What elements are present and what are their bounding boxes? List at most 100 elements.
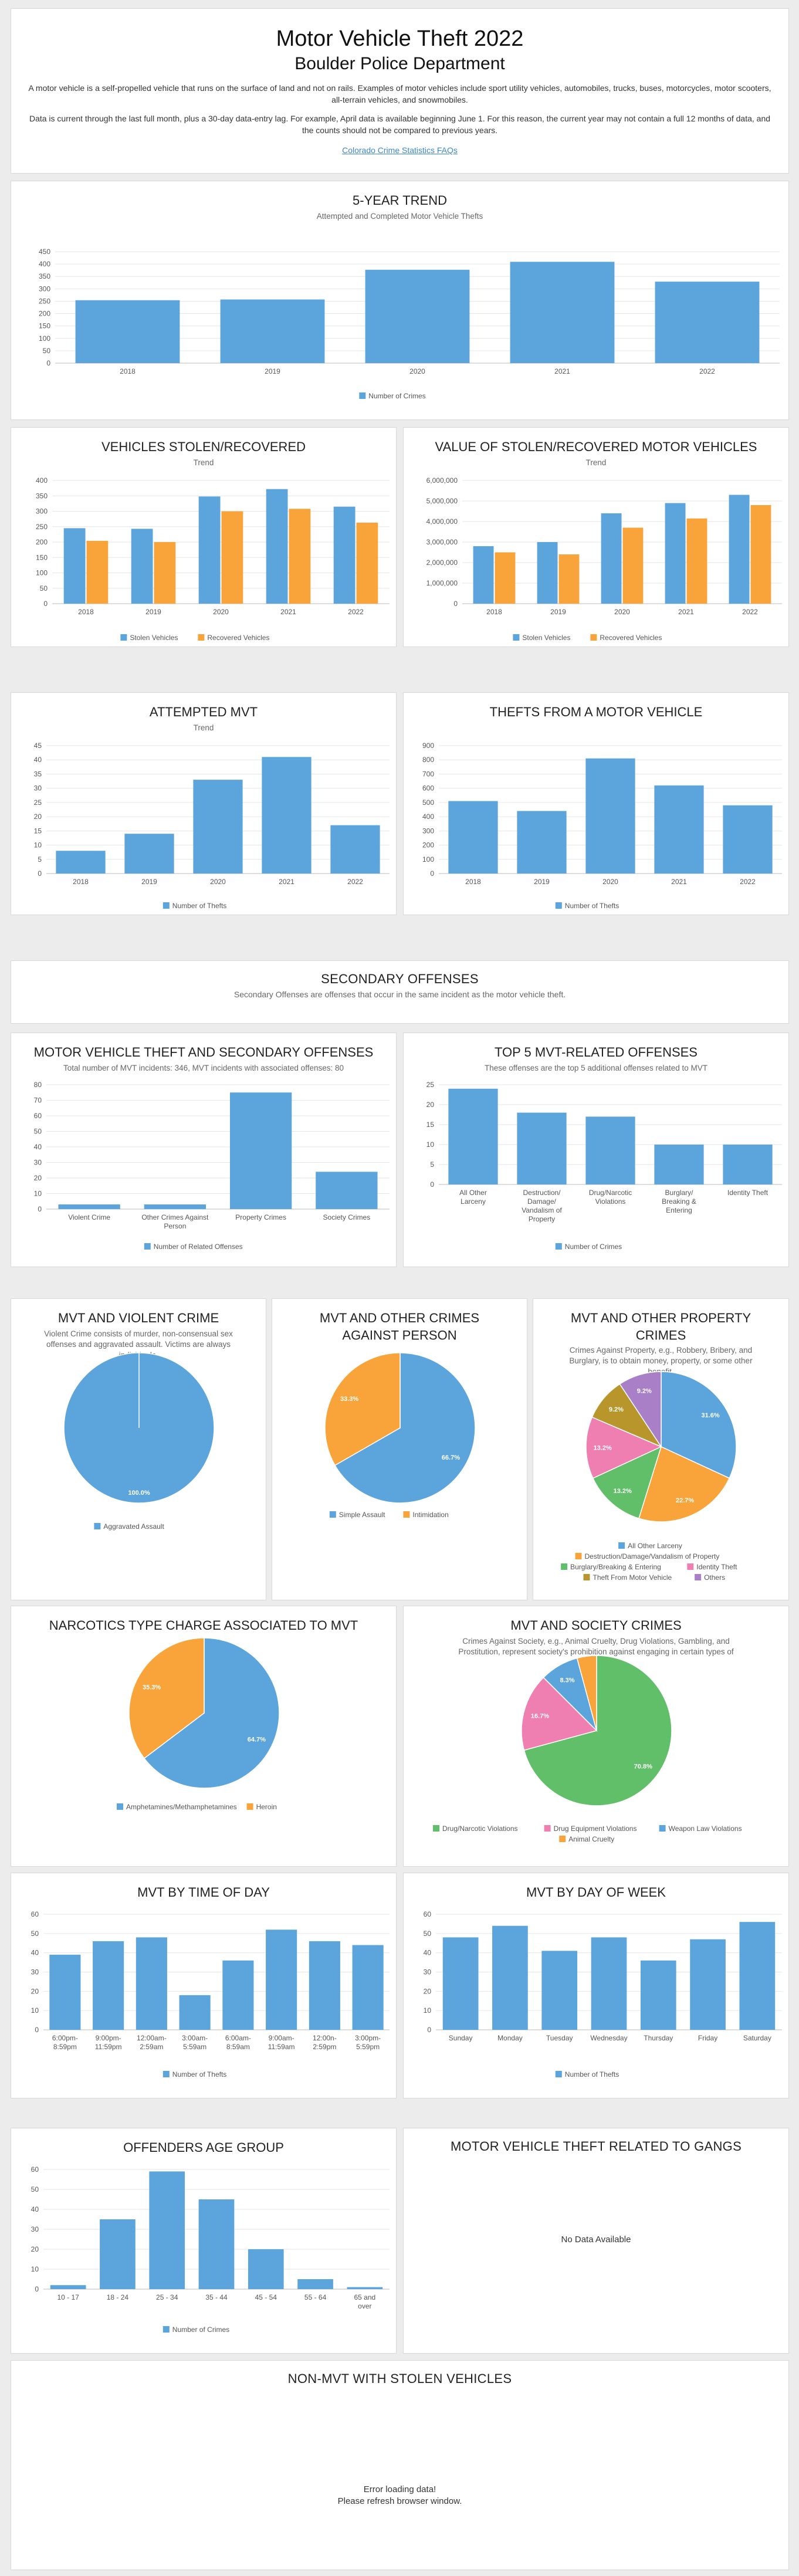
pie-slice-amphetamines-methamphetamines[interactable]: [143, 1637, 280, 1789]
bar-recovered-vehicles-4[interactable]: [750, 505, 771, 604]
bar-number-of-thefts-1[interactable]: [124, 834, 174, 874]
bar-number-of-thefts-0[interactable]: [49, 1954, 81, 2030]
bar-number-of-thefts-1[interactable]: [517, 811, 567, 874]
bar-number-of-thefts-7[interactable]: [352, 1945, 384, 2030]
bar-recovered-vehicles-4[interactable]: [356, 522, 378, 604]
legend-item-aggravated-assault[interactable]: Aggravated Assault: [103, 1522, 164, 1531]
bar-number-of-thefts-3[interactable]: [654, 785, 704, 874]
legend-item-all-other-larceny[interactable]: All Other Larceny: [628, 1542, 682, 1550]
bar-recovered-vehicles-3[interactable]: [686, 518, 707, 604]
bar-number-of-crimes-1[interactable]: [100, 2219, 136, 2289]
bar-stolen-vehicles-0[interactable]: [473, 546, 494, 604]
pie-slice-intimidation[interactable]: [324, 1352, 401, 1466]
bar-stolen-vehicles-4[interactable]: [729, 495, 750, 604]
legend-item-identity-theft[interactable]: Identity Theft: [696, 1563, 737, 1571]
legend-item-weapon-law-violations[interactable]: Weapon Law Violations: [669, 1824, 742, 1833]
legend-item-drug-equipment-violations[interactable]: Drug Equipment Violations: [554, 1824, 637, 1833]
legend-item-number-of-thefts[interactable]: Number of Thefts: [172, 2070, 226, 2079]
bar-number-of-crimes-4[interactable]: [655, 282, 760, 363]
bar-recovered-vehicles-0[interactable]: [495, 552, 516, 604]
bar-stolen-vehicles-1[interactable]: [131, 529, 153, 604]
bar-number-of-thefts-2[interactable]: [585, 758, 635, 874]
bar-number-of-thefts-0[interactable]: [448, 801, 498, 874]
bar-number-of-thefts-6[interactable]: [739, 1922, 776, 2030]
legend-item-number-of-thefts[interactable]: Number of Thefts: [172, 902, 226, 910]
bar-number-of-thefts-0[interactable]: [442, 1937, 479, 2030]
bar-stolen-vehicles-2[interactable]: [601, 513, 622, 604]
bar-recovered-vehicles-2[interactable]: [622, 527, 644, 604]
bar-number-of-crimes-0[interactable]: [75, 300, 180, 363]
bar-stolen-vehicles-4[interactable]: [333, 506, 356, 604]
bar-number-of-related-offenses-1[interactable]: [144, 1204, 206, 1209]
bar-number-of-crimes-4[interactable]: [723, 1145, 773, 1184]
bar-recovered-vehicles-1[interactable]: [558, 554, 580, 604]
bar-number-of-crimes-1[interactable]: [517, 1112, 567, 1184]
bar-number-of-crimes-1[interactable]: [220, 299, 325, 363]
legend-item-stolen-vehicles[interactable]: Stolen Vehicles: [130, 634, 178, 642]
legend-item-number-of-thefts[interactable]: Number of Thefts: [565, 2070, 619, 2079]
bar-number-of-crimes-2[interactable]: [365, 269, 470, 363]
bar-number-of-thefts-2[interactable]: [541, 1951, 578, 2030]
pie-slice-heroin[interactable]: [128, 1637, 205, 1759]
pie-slice-animal-cruelty[interactable]: [576, 1655, 597, 1731]
bar-number-of-crimes-3[interactable]: [510, 262, 615, 363]
bar-stolen-vehicles-1[interactable]: [537, 542, 558, 604]
bar-number-of-thefts-4[interactable]: [640, 1960, 676, 2030]
bar-number-of-thefts-2[interactable]: [136, 1937, 167, 2030]
pie-slice-simple-assault[interactable]: [334, 1352, 476, 1504]
legend-item-destruction-damage-vandalism-of-property[interactable]: Destruction/Damage/Vandalism of Property: [585, 1552, 720, 1561]
bar-number-of-thefts-4[interactable]: [222, 1960, 254, 2030]
legend-item-simple-assault[interactable]: Simple Assault: [339, 1511, 385, 1519]
bar-number-of-thefts-3[interactable]: [591, 1937, 627, 2030]
legend-item-burglary-breaking-entering[interactable]: Burglary/Breaking & Entering: [570, 1563, 661, 1571]
legend-item-others[interactable]: Others: [704, 1573, 725, 1582]
pie-slice-others[interactable]: [619, 1371, 662, 1448]
bar-number-of-crimes-0[interactable]: [50, 2285, 86, 2289]
bar-stolen-vehicles-3[interactable]: [665, 503, 686, 604]
bar-number-of-crimes-2[interactable]: [585, 1116, 635, 1184]
bar-number-of-thefts-4[interactable]: [330, 825, 380, 874]
bar-number-of-thefts-3[interactable]: [179, 1995, 211, 2030]
pie-slice-identity-theft[interactable]: [585, 1416, 662, 1479]
faq-link[interactable]: Colorado Crime Statistics FAQs: [342, 145, 458, 155]
bar-number-of-crimes-3[interactable]: [198, 2199, 235, 2289]
bar-recovered-vehicles-0[interactable]: [86, 540, 109, 604]
legend-item-number-of-crimes[interactable]: Number of Crimes: [172, 2325, 229, 2334]
legend-item-stolen-vehicles[interactable]: Stolen Vehicles: [522, 634, 570, 642]
bar-recovered-vehicles-3[interactable]: [289, 509, 311, 604]
bar-number-of-thefts-5[interactable]: [266, 1930, 297, 2030]
bar-number-of-thefts-5[interactable]: [690, 1939, 726, 2030]
bar-number-of-related-offenses-0[interactable]: [58, 1204, 120, 1209]
bar-number-of-crimes-6[interactable]: [347, 2287, 383, 2289]
legend-item-recovered-vehicles[interactable]: Recovered Vehicles: [600, 634, 662, 642]
bar-number-of-crimes-0[interactable]: [448, 1088, 498, 1184]
bar-recovered-vehicles-1[interactable]: [154, 542, 176, 604]
legend-item-amphetamines-methamphetamines[interactable]: Amphetamines/Methamphetamines: [126, 1803, 237, 1811]
bar-stolen-vehicles-3[interactable]: [266, 489, 288, 604]
bar-number-of-thefts-2[interactable]: [193, 780, 243, 874]
bar-number-of-thefts-1[interactable]: [492, 1925, 528, 2030]
bar-number-of-crimes-5[interactable]: [297, 2279, 333, 2289]
legend-item-number-of-crimes[interactable]: Number of Crimes: [368, 392, 425, 400]
legend-item-theft-from-motor-vehicle[interactable]: Theft From Motor Vehicle: [593, 1573, 672, 1582]
pie-slice-drug-equipment-violations[interactable]: [521, 1677, 598, 1751]
bar-number-of-thefts-4[interactable]: [723, 805, 773, 874]
legend-item-number-of-thefts[interactable]: Number of Thefts: [565, 902, 619, 910]
legend-item-heroin[interactable]: Heroin: [256, 1803, 277, 1811]
bar-number-of-crimes-3[interactable]: [654, 1145, 704, 1184]
legend-item-intimidation[interactable]: Intimidation: [412, 1511, 448, 1519]
pie-slice-all-other-larceny[interactable]: [661, 1371, 737, 1479]
bar-number-of-crimes-2[interactable]: [149, 2171, 185, 2289]
legend-item-number-of-crimes[interactable]: Number of Crimes: [565, 1243, 622, 1251]
legend-item-animal-cruelty[interactable]: Animal Cruelty: [568, 1835, 614, 1843]
pie-slice-destruction-damage-vandalism-of-property[interactable]: [638, 1446, 730, 1522]
pie-slice-burglary-breaking-entering[interactable]: [592, 1446, 662, 1519]
bar-stolen-vehicles-0[interactable]: [63, 528, 86, 604]
legend-item-number-of-related-offenses[interactable]: Number of Related Offenses: [154, 1243, 243, 1251]
bar-recovered-vehicles-2[interactable]: [221, 511, 243, 604]
legend-item-recovered-vehicles[interactable]: Recovered Vehicles: [207, 634, 269, 642]
bar-number-of-thefts-6[interactable]: [309, 1941, 340, 2030]
pie-slice-drug-narcotic-violations[interactable]: [523, 1655, 672, 1806]
bar-number-of-thefts-1[interactable]: [93, 1941, 124, 2030]
bar-stolen-vehicles-2[interactable]: [198, 496, 221, 604]
